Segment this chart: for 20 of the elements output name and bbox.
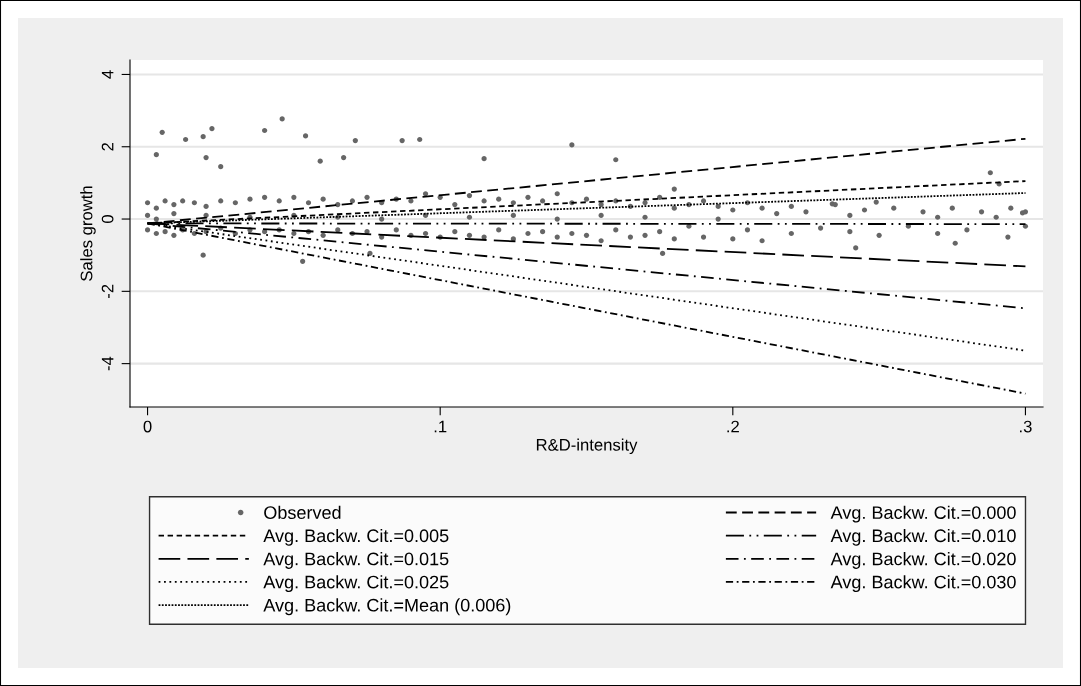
y-axis-title: Sales growth	[80, 186, 96, 281]
y-tick-label: 2	[101, 142, 114, 151]
legend-label: Avg. Backw. Cit.=0.025	[263, 575, 449, 593]
legend-label: Avg. Backw. Cit.=0.005	[263, 528, 449, 546]
legend-label: Observed	[264, 505, 341, 520]
x-tick-label: 0	[143, 420, 152, 433]
y-tick-label: 0	[101, 215, 114, 224]
legend-label: Avg. Backw. Cit.=0.000	[830, 505, 1016, 523]
x-tick-label: .3	[1020, 420, 1032, 433]
x-tick-label: .2	[727, 420, 739, 433]
y-tick-label: -4	[101, 356, 114, 371]
legend-label: Avg. Backw. Cit.=0.030	[830, 575, 1016, 593]
y-tick-label: 4	[101, 70, 114, 79]
x-axis-title: R&D-intensity	[536, 438, 638, 455]
legend-label: Avg. Backw. Cit.=0.020	[830, 552, 1016, 569]
legend-label: Avg. Backw. Cit.=0.010	[830, 528, 1016, 546]
y-tick-label: -2	[101, 284, 114, 298]
legend-label: Avg. Backw. Cit.=Mean (0.006)	[263, 598, 511, 616]
x-tick-label: .1	[434, 420, 447, 433]
legend-label: Avg. Backw. Cit.=0.015	[263, 552, 449, 569]
